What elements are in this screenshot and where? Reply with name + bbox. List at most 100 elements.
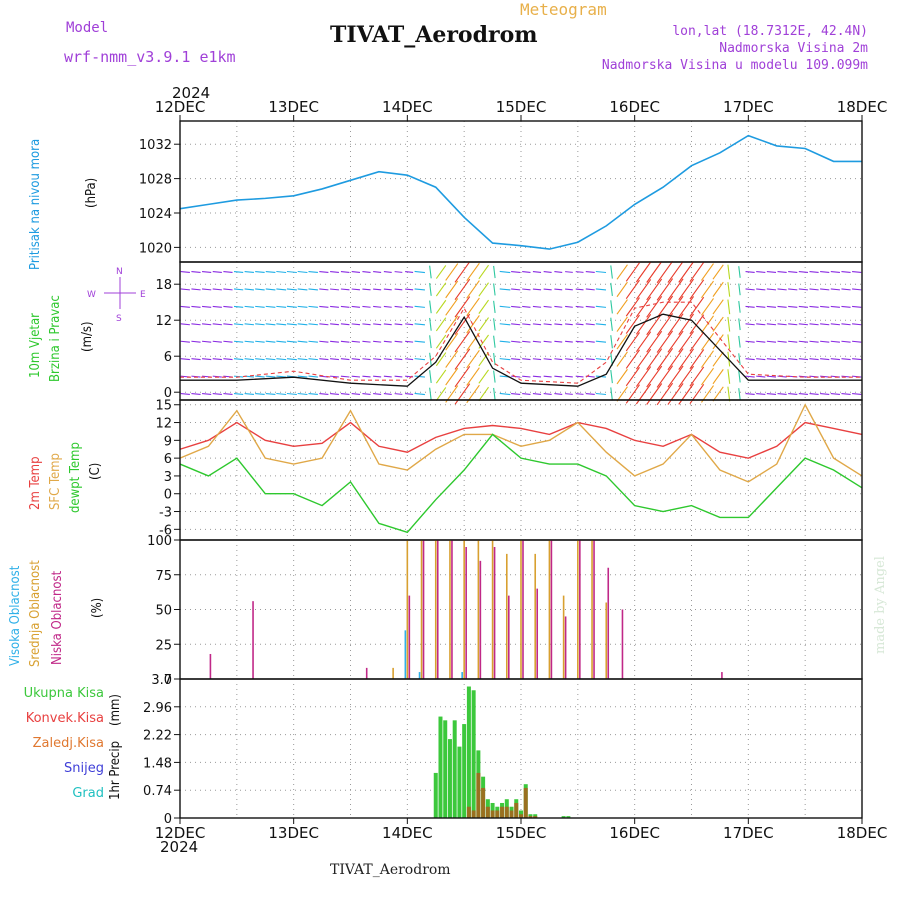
- wind-arrow: [414, 358, 425, 361]
- wind-arrow: [610, 265, 613, 279]
- wind-arrow: [727, 316, 731, 332]
- wind-arrow: [244, 340, 254, 343]
- bottom-xtick-label: 13DEC: [268, 824, 319, 842]
- wind-arrow: [788, 305, 798, 308]
- wind-arrow: [244, 323, 254, 326]
- wind-arrow: [478, 282, 489, 297]
- wind-arrow: [575, 323, 584, 326]
- wind-arrow: [276, 340, 287, 343]
- wind-arrow: [565, 271, 573, 273]
- wind-arrow: [798, 340, 809, 343]
- wind-arrow: [738, 283, 741, 296]
- cloud-ytick-label: 0: [164, 673, 172, 688]
- model-value: wrf-nmm_v3.9.1 e1km: [64, 48, 236, 66]
- wind-arrow: [373, 375, 382, 378]
- wind-arrow: [565, 393, 573, 395]
- wind-arrow: [532, 358, 542, 361]
- pressure-ytick-label: 1028: [139, 173, 172, 188]
- wind-arrow: [265, 270, 276, 274]
- wind-arrow: [330, 323, 339, 326]
- wind-arrow: [255, 305, 265, 308]
- wind-arrow: [809, 392, 819, 396]
- wind-arrow: [319, 323, 329, 326]
- total-precip-bar: [447, 739, 452, 818]
- wind-arrow: [373, 271, 382, 273]
- wind-arrow: [522, 305, 531, 308]
- wind-arrow: [493, 283, 496, 296]
- wind-arrow: [383, 305, 392, 308]
- wind-arrow: [478, 369, 489, 384]
- wind-arrow: [745, 340, 755, 343]
- wind-arrow: [330, 358, 339, 361]
- wind-arrow: [493, 318, 496, 331]
- wind-arrow: [756, 323, 766, 326]
- wind-arrow: [445, 367, 459, 386]
- temp-ytick-label: 3: [164, 470, 172, 485]
- wind-arrow: [276, 270, 287, 274]
- wind-arrow: [191, 358, 201, 361]
- wind-arrow: [383, 393, 392, 395]
- wind-arrow: [362, 305, 371, 308]
- legend-conv-rain: Konvek.Kisa: [25, 711, 104, 726]
- wind-arrow: [852, 340, 862, 343]
- wind-arrow: [493, 335, 496, 348]
- wind-arrow: [667, 313, 684, 336]
- wind-arrow: [405, 358, 414, 361]
- elevation-label: Nadmorska Visina 2m: [719, 41, 868, 56]
- wind-arrow: [820, 358, 830, 361]
- wind-arrow: [689, 279, 705, 300]
- wind-arrow: [678, 383, 695, 405]
- wind-arrow: [712, 334, 724, 350]
- wind-arrow: [554, 393, 563, 395]
- wind-arrow: [429, 265, 432, 279]
- wind-arrow: [265, 305, 276, 308]
- wind-arrow: [244, 288, 254, 291]
- wind-arrow: [276, 358, 287, 361]
- wind-arrow: [276, 323, 287, 326]
- wind-arrow: [286, 323, 297, 326]
- wind-arrow: [414, 305, 425, 308]
- wind-arrow: [646, 261, 663, 283]
- wind-arrow: [478, 352, 489, 367]
- wind-arrow: [610, 387, 613, 401]
- wind-arrow: [689, 314, 705, 335]
- wind-arrow: [445, 280, 459, 299]
- model-elevation-label: Nadmorska Visina u modelu 109.099m: [601, 58, 868, 73]
- wind-arrow: [635, 279, 652, 300]
- wind-arrow: [766, 392, 777, 396]
- wind-arrow: [499, 270, 511, 274]
- wind-arrow: [543, 288, 552, 291]
- temp-ytick-label: 0: [164, 488, 172, 503]
- wind-arrow: [493, 387, 496, 401]
- wind-arrow: [308, 392, 318, 396]
- wind-arrow: [635, 331, 652, 353]
- wind-arrow: [394, 305, 403, 308]
- wind-arrow: [727, 264, 731, 280]
- wind-arrow: [445, 263, 459, 281]
- wind-arrow: [308, 288, 318, 291]
- wind-arrow: [383, 271, 392, 273]
- wind-arrow: [297, 323, 308, 326]
- wind-arrow: [212, 323, 222, 326]
- wind-arrow: [667, 295, 684, 318]
- wind-arrow: [766, 340, 777, 343]
- wind-arrow: [798, 323, 809, 326]
- wind-arrow: [191, 340, 201, 343]
- wind-arrow: [223, 323, 233, 326]
- wind-arrow: [340, 323, 350, 326]
- wind-arrow: [565, 340, 573, 343]
- wind-arrow: [646, 365, 663, 388]
- wind-arrow: [180, 270, 190, 274]
- total-precip-bar: [561, 816, 566, 818]
- wind-arrow: [585, 340, 595, 343]
- wind-arrow: [265, 358, 276, 361]
- wind-arrow: [830, 323, 840, 326]
- wind-arrow: [610, 369, 613, 384]
- wind-arrow: [701, 332, 714, 351]
- wind-arrow: [738, 370, 741, 383]
- wind-arrow: [678, 313, 695, 335]
- wind-arrow: [777, 340, 787, 343]
- wind-arrow: [667, 330, 684, 353]
- wind-arrow: [297, 340, 308, 343]
- compass-west: W: [87, 290, 96, 300]
